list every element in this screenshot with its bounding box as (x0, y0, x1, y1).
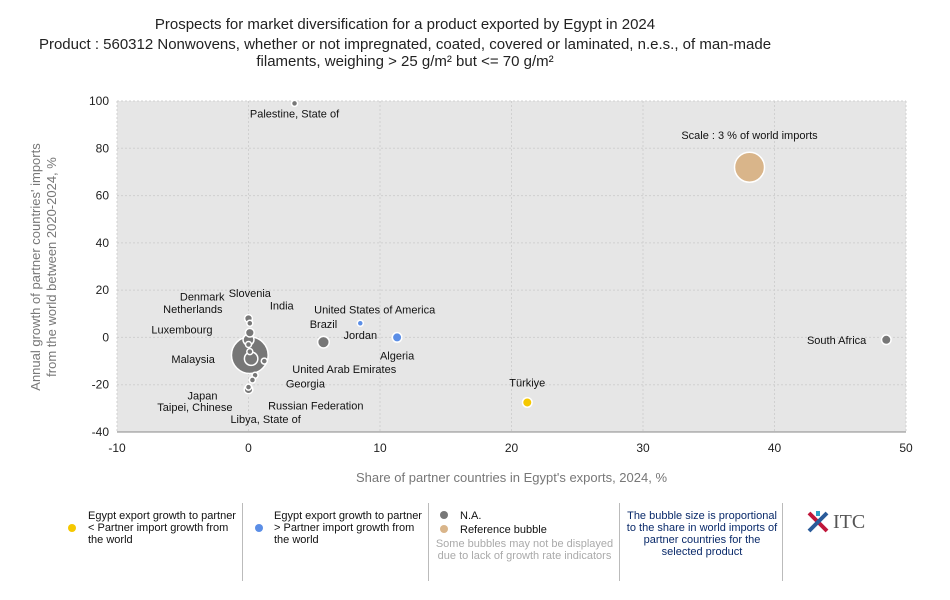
bubble (248, 376, 257, 384)
bubble-label: United States of America (314, 305, 436, 317)
bubble (260, 357, 269, 365)
bubble (391, 331, 403, 343)
bubble-label: Scale : 3 % of world imports (681, 130, 818, 142)
x-tick-label: 50 (899, 441, 913, 455)
y-tick-label: 60 (96, 189, 110, 203)
legend-note: Some bubbles may not be displayed due to… (435, 538, 614, 562)
bubble (316, 335, 331, 349)
y-tick-label: 100 (89, 94, 109, 108)
bubble-label: Palestine, State of (250, 108, 340, 120)
bubble (246, 347, 254, 356)
bubble-label: Slovenia (229, 288, 272, 300)
bubble-chart: -10 0 10 20 30 40 50 -40 -20 0 20 40 60 80 100 Share of… (28, 94, 913, 485)
y-tick-label: 40 (96, 236, 110, 250)
y-axis-label: from the world between 2020-2024, % (44, 157, 59, 377)
bubble (244, 327, 255, 338)
bubble-label: Taipei, Chinese (157, 402, 232, 414)
bubble-label: Georgia (286, 379, 326, 391)
bubble-label: United Arab Emirates (292, 364, 396, 376)
legend-size-note: The bubble size is proportional to the s… (626, 510, 778, 558)
chart-title: Prospects for market diversification for… (154, 16, 656, 33)
legend-reference: Reference bubble (460, 524, 547, 536)
bubble (290, 99, 299, 108)
legend-na: N.A. (460, 510, 482, 522)
bubble (356, 319, 365, 327)
divider (782, 503, 783, 581)
bubble (733, 151, 766, 183)
y-tick-label: 80 (96, 141, 110, 155)
chart-subtitle-1: Product : 560312 Nonwovens, whether or n… (38, 36, 772, 53)
x-tick-label: 10 (373, 441, 387, 455)
y-axis-label: Annual growth of partner countries' impo… (28, 143, 43, 391)
bubble-label: Libya, State of (230, 414, 301, 426)
x-tick-label: -10 (108, 441, 126, 455)
divider (428, 503, 429, 581)
x-tick-label: 0 (245, 441, 252, 455)
bubble-label: Russian Federation (268, 400, 363, 412)
legend-yellow: Egypt export growth to partner < Partner… (88, 510, 236, 546)
bubble (244, 383, 253, 391)
bubble-label: Luxembourg (151, 325, 212, 337)
bubble-label: Jordan (343, 330, 377, 342)
divider (242, 503, 243, 581)
bubble-label: South Africa (807, 335, 867, 347)
itc-logo: ITC (806, 510, 865, 534)
divider (619, 503, 620, 581)
bubble-label: Brazil (310, 319, 338, 331)
bubble-label: Denmark (180, 292, 225, 304)
y-tick-label: -40 (92, 425, 110, 439)
legend-na-dot (440, 511, 448, 519)
y-tick-label: -20 (92, 378, 110, 392)
x-tick-label: 40 (768, 441, 782, 455)
bubble-label: Algeria (380, 350, 415, 362)
x-tick-label: 20 (505, 441, 519, 455)
legend-yellow-dot (68, 524, 76, 532)
bubble-label: Netherlands (163, 304, 223, 316)
bubble-label: Japan (188, 390, 218, 402)
itc-logo-text: ITC (833, 510, 866, 533)
y-tick-label: 0 (102, 330, 109, 344)
bubble-label: Türkiye (509, 377, 545, 389)
legend-reference-dot (440, 525, 448, 533)
bubble (521, 396, 533, 408)
legend-blue: Egypt export growth to partner > Partner… (274, 510, 422, 546)
x-tick-label: 30 (636, 441, 650, 455)
chart-subtitle-2: filaments, weighing > 25 g/m² but <= 70 … (256, 53, 554, 70)
bubble (246, 319, 254, 327)
y-tick-label: 20 (96, 283, 110, 297)
bubble (244, 340, 253, 349)
itc-logo-icon (807, 511, 829, 533)
bubble-label: Malaysia (171, 354, 215, 366)
bubble (880, 334, 892, 346)
bubble-label: India (270, 301, 295, 313)
x-axis-label: Share of partner countries in Egypt's ex… (356, 470, 667, 485)
legend-blue-dot (255, 524, 263, 532)
